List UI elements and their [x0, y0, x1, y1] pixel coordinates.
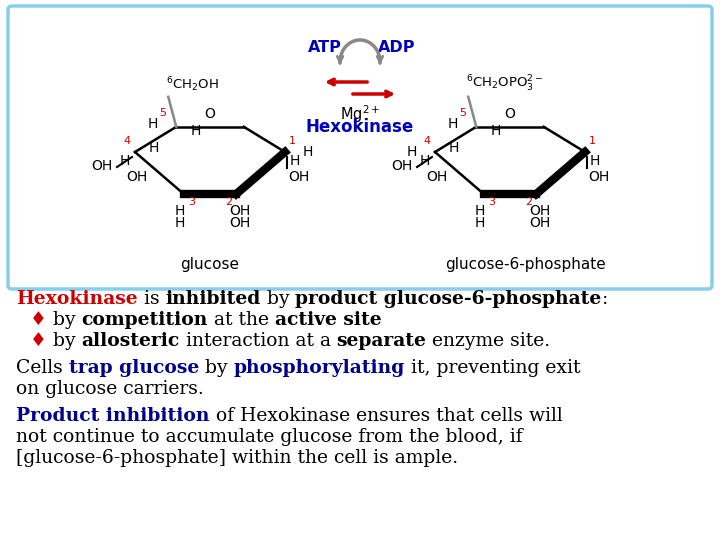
Text: it, preventing exit: it, preventing exit: [405, 359, 580, 377]
Text: 2: 2: [225, 197, 233, 207]
Text: 3: 3: [487, 197, 495, 207]
Text: OH: OH: [91, 159, 113, 173]
Text: H: H: [190, 124, 201, 138]
Text: H: H: [474, 204, 485, 218]
Text: of Hexokinase ensures that cells will: of Hexokinase ensures that cells will: [210, 407, 562, 425]
FancyBboxPatch shape: [8, 6, 712, 289]
Text: H: H: [420, 154, 430, 168]
Text: H: H: [174, 204, 185, 218]
Text: Cells: Cells: [16, 359, 68, 377]
Text: H: H: [149, 141, 159, 155]
Text: OH: OH: [392, 159, 413, 173]
Text: H: H: [303, 145, 313, 159]
Text: not continue to accumulate glucose from the blood, if: not continue to accumulate glucose from …: [16, 428, 523, 446]
Text: O: O: [204, 107, 215, 121]
Text: on glucose carriers.: on glucose carriers.: [16, 380, 204, 398]
Text: H: H: [120, 154, 130, 168]
Text: 4: 4: [424, 136, 431, 146]
Text: trap glucose: trap glucose: [68, 359, 199, 377]
Text: Hexokinase: Hexokinase: [16, 290, 138, 308]
Text: inhibited: inhibited: [166, 290, 261, 308]
Text: ATP: ATP: [308, 40, 342, 55]
Text: 2: 2: [525, 197, 532, 207]
Text: H: H: [407, 145, 417, 159]
Text: OH: OH: [426, 170, 448, 184]
Text: interaction at a: interaction at a: [179, 332, 337, 350]
Text: ♦: ♦: [30, 332, 53, 350]
Text: competition: competition: [81, 311, 208, 329]
Text: Hexokinase: Hexokinase: [306, 118, 414, 136]
Text: Mg$^{2+}$: Mg$^{2+}$: [340, 103, 380, 125]
Text: $^6$CH$_2$OPO$_3^{2-}$: $^6$CH$_2$OPO$_3^{2-}$: [467, 73, 544, 94]
Text: ADP: ADP: [378, 40, 415, 55]
Text: H: H: [474, 216, 485, 230]
Text: 3: 3: [188, 197, 194, 207]
Text: is: is: [138, 290, 166, 308]
Text: by: by: [199, 359, 233, 377]
Text: product glucose-6-phosphate: product glucose-6-phosphate: [295, 290, 601, 308]
Text: ♦: ♦: [30, 311, 53, 329]
Text: :: :: [601, 290, 608, 308]
Text: OH: OH: [127, 170, 148, 184]
Text: H: H: [490, 124, 500, 138]
Text: 5: 5: [459, 108, 466, 118]
Text: enzyme site.: enzyme site.: [426, 332, 551, 350]
Text: OH: OH: [530, 204, 551, 218]
Text: phosphorylating: phosphorylating: [233, 359, 405, 377]
Text: H: H: [590, 154, 600, 168]
Text: H: H: [148, 117, 158, 131]
Text: allosteric: allosteric: [81, 332, 179, 350]
Text: $^6$CH$_2$OH: $^6$CH$_2$OH: [166, 75, 220, 94]
Text: at the: at the: [208, 311, 275, 329]
Text: OH: OH: [230, 216, 251, 230]
Text: H: H: [449, 141, 459, 155]
Text: H: H: [290, 154, 300, 168]
Text: active site: active site: [275, 311, 382, 329]
Text: OH: OH: [530, 216, 551, 230]
Text: H: H: [448, 117, 458, 131]
Text: by: by: [261, 290, 295, 308]
Text: Product inhibition: Product inhibition: [16, 407, 210, 425]
Text: 1: 1: [589, 136, 596, 146]
Text: 1: 1: [289, 136, 296, 146]
Text: OH: OH: [230, 204, 251, 218]
Text: O: O: [505, 107, 516, 121]
Text: by: by: [53, 332, 81, 350]
Text: H: H: [174, 216, 185, 230]
Text: by: by: [53, 311, 81, 329]
Text: OH: OH: [288, 170, 310, 184]
Text: OH: OH: [588, 170, 609, 184]
Text: 4: 4: [124, 136, 131, 146]
Text: glucose: glucose: [181, 257, 240, 272]
Text: glucose-6-phosphate: glucose-6-phosphate: [445, 257, 606, 272]
Text: separate: separate: [337, 332, 426, 350]
Text: 5: 5: [158, 108, 166, 118]
Text: [glucose-6-phosphate] within the cell is ample.: [glucose-6-phosphate] within the cell is…: [16, 449, 458, 467]
